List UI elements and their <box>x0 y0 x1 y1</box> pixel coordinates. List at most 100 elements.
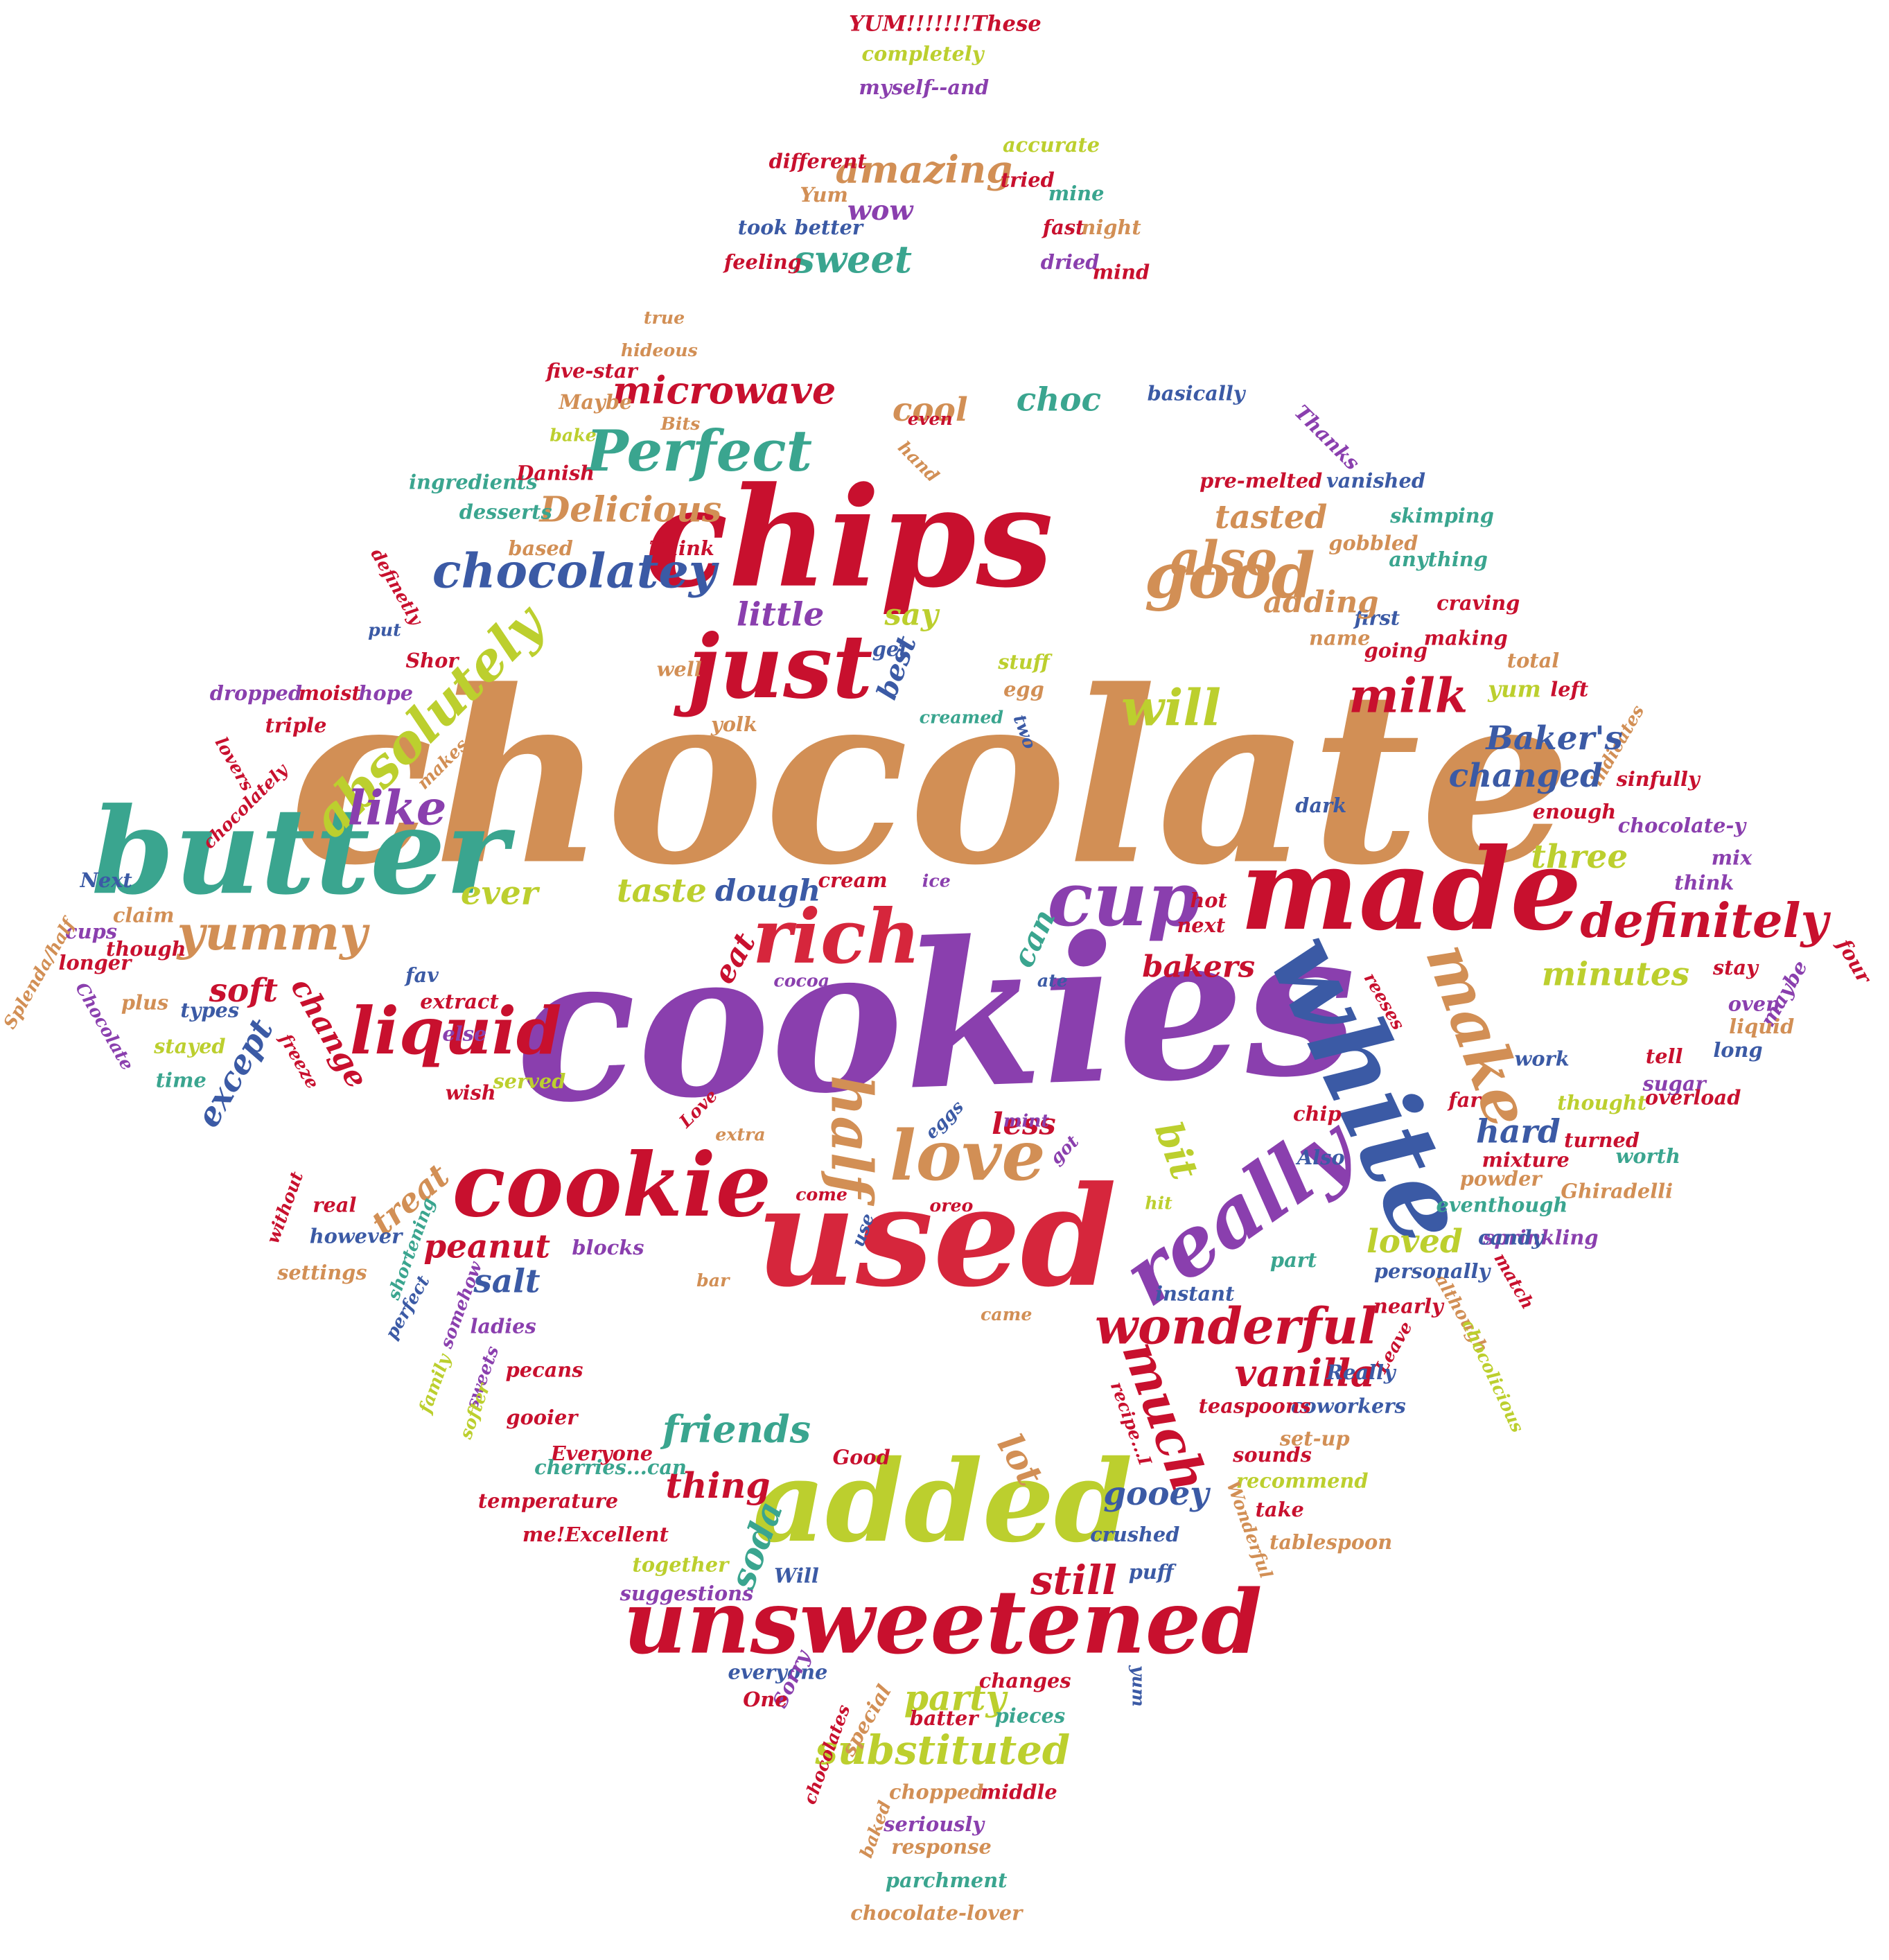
word-adding-152: adding <box>1263 585 1379 620</box>
word-really-189: Really <box>1326 1360 1397 1384</box>
word-gooier-225: gooier <box>506 1406 579 1429</box>
word-pecans-224: pecans <box>506 1358 583 1381</box>
word-shor-62: Shor <box>405 649 459 672</box>
word-based-58: based <box>508 536 573 560</box>
word-liquid-16: liquid <box>350 993 562 1069</box>
word-personally-186: personally <box>1374 1259 1492 1283</box>
word-substituted-136: substituted <box>814 1726 1070 1774</box>
word-hideous-50: hideous <box>621 340 698 360</box>
word-chocolatey-20: chocolatey <box>432 543 719 599</box>
word-three-124: three <box>1531 838 1628 876</box>
word-however-215: however <box>310 1225 403 1248</box>
word-total-99: total <box>1507 649 1560 672</box>
word-mix-105: mix <box>1712 846 1752 870</box>
word-microwave-30: microwave <box>613 368 836 412</box>
word-tried-38: tried <box>1001 168 1055 191</box>
word-softer-223: softer <box>455 1379 494 1442</box>
word-coworkers-190: coworkers <box>1291 1394 1406 1418</box>
word-claim-70: claim <box>113 904 175 927</box>
word-definitely-21: definitely <box>1580 893 1831 949</box>
word-part-209: part <box>1270 1248 1317 1272</box>
word-true-49: true <box>644 307 685 328</box>
word-blocks-212: blocks <box>572 1236 644 1259</box>
word-friends-129: friends <box>660 1407 811 1451</box>
word-long-112: long <box>1713 1038 1762 1062</box>
word-different-36: different <box>769 149 868 173</box>
word-sweet-33: sweet <box>793 237 912 281</box>
word-bakers-150: bakers <box>1142 950 1255 985</box>
word-else-83: else <box>442 1022 486 1046</box>
word-good-232: Good <box>833 1445 890 1469</box>
word-tell-113: tell <box>1646 1044 1683 1068</box>
word-gobbled-92: gobbled <box>1328 532 1418 555</box>
word-cocoa-173: cocoa <box>773 970 829 991</box>
word-yolk-165: yolk <box>710 712 757 736</box>
word-vanished-90: vanished <box>1326 469 1425 493</box>
word-half-24: half <box>818 1076 884 1207</box>
word-feeling-43: feeling <box>723 250 802 274</box>
word-ate-174: ate <box>1037 970 1068 991</box>
word-yum-35: Yum <box>800 183 848 207</box>
word-changed-123: changed <box>1449 757 1603 795</box>
word-choc-158: choc <box>1017 381 1101 419</box>
word-powder-183: powder <box>1460 1167 1543 1191</box>
word-thing-130: thing <box>665 1465 770 1506</box>
word-temperature-228: temperature <box>478 1489 618 1513</box>
word-ingredients-55: ingredients <box>409 470 537 493</box>
word-butter-5: butter <box>91 782 516 921</box>
word-egg-162: egg <box>1003 677 1044 701</box>
word-night-42: night <box>1081 216 1141 239</box>
word-worth-116: worth <box>1616 1144 1680 1168</box>
word-chips-2: chips <box>644 457 1053 618</box>
word-gooey-133: gooey <box>1103 1475 1211 1513</box>
word-teaspoons-191: teaspoons <box>1199 1394 1311 1418</box>
word-next-172: next <box>1177 913 1225 937</box>
word-stayed-79: stayed <box>153 1035 225 1058</box>
word-sugar-114: sugar <box>1642 1072 1707 1096</box>
word-bar-211: bar <box>696 1270 730 1290</box>
word-far-177: far <box>1447 1088 1482 1112</box>
word-chocolate-0: chocolate <box>289 638 1571 917</box>
word-yum-154: yum <box>1487 676 1541 702</box>
word-even-159: even <box>908 408 953 429</box>
word-seriously-248: seriously <box>883 1812 985 1836</box>
word-tablespoon-197: tablespoon <box>1269 1530 1392 1554</box>
word-dough-147: dough <box>715 873 820 909</box>
word-milk-29: milk <box>1348 669 1468 724</box>
word-work-176: work <box>1515 1047 1570 1071</box>
word-bake-53: bake <box>550 424 597 445</box>
word-chocolate-y-104: chocolate-y <box>1618 814 1748 837</box>
word-bit-141: bit <box>1146 1116 1208 1185</box>
word-dried-44: dried <box>1041 250 1100 274</box>
word-also-25: also <box>1170 531 1277 586</box>
word-eventhough-184: eventhough <box>1436 1193 1568 1217</box>
word-extra-200: extra <box>715 1123 765 1144</box>
word-rich-12: rich <box>753 893 920 981</box>
word-added-7: added <box>753 1436 1132 1568</box>
word-mind-45: mind <box>1093 261 1150 284</box>
word-dark-168: dark <box>1295 794 1346 817</box>
word-thanks-88: Thanks <box>1290 400 1364 475</box>
word-everyone-226: Everyone <box>550 1442 653 1465</box>
word-cream-169: cream <box>818 868 887 892</box>
word-good-17: good <box>1145 539 1315 613</box>
word-delicious-31: Delicious <box>538 489 722 530</box>
word-tasted-151: tasted <box>1215 498 1328 536</box>
word-craving-94: craving <box>1436 591 1520 615</box>
word-ever-145: ever <box>461 874 541 912</box>
word-loved-127: loved <box>1367 1223 1463 1261</box>
word-danish-56: Danish <box>516 462 595 485</box>
word-will-26: will <box>1121 679 1221 737</box>
word-chocolicious-121: chocolicious <box>1458 1316 1529 1435</box>
word-baker-s-122: Baker's <box>1484 719 1623 758</box>
word-longer-74: longer <box>59 951 133 974</box>
word-get-164: get <box>872 638 908 661</box>
word-ghiradelli-117: Ghiradelli <box>1561 1180 1673 1203</box>
word-put-61: put <box>368 619 401 640</box>
word-served-86: served <box>492 1069 565 1093</box>
word-hard-126: hard <box>1476 1113 1561 1151</box>
word-peanut-138: peanut <box>423 1227 550 1266</box>
word-took-better-40: took better <box>738 216 864 239</box>
word-next-71: Next <box>80 868 133 892</box>
word-oreo-205: oreo <box>929 1195 973 1216</box>
